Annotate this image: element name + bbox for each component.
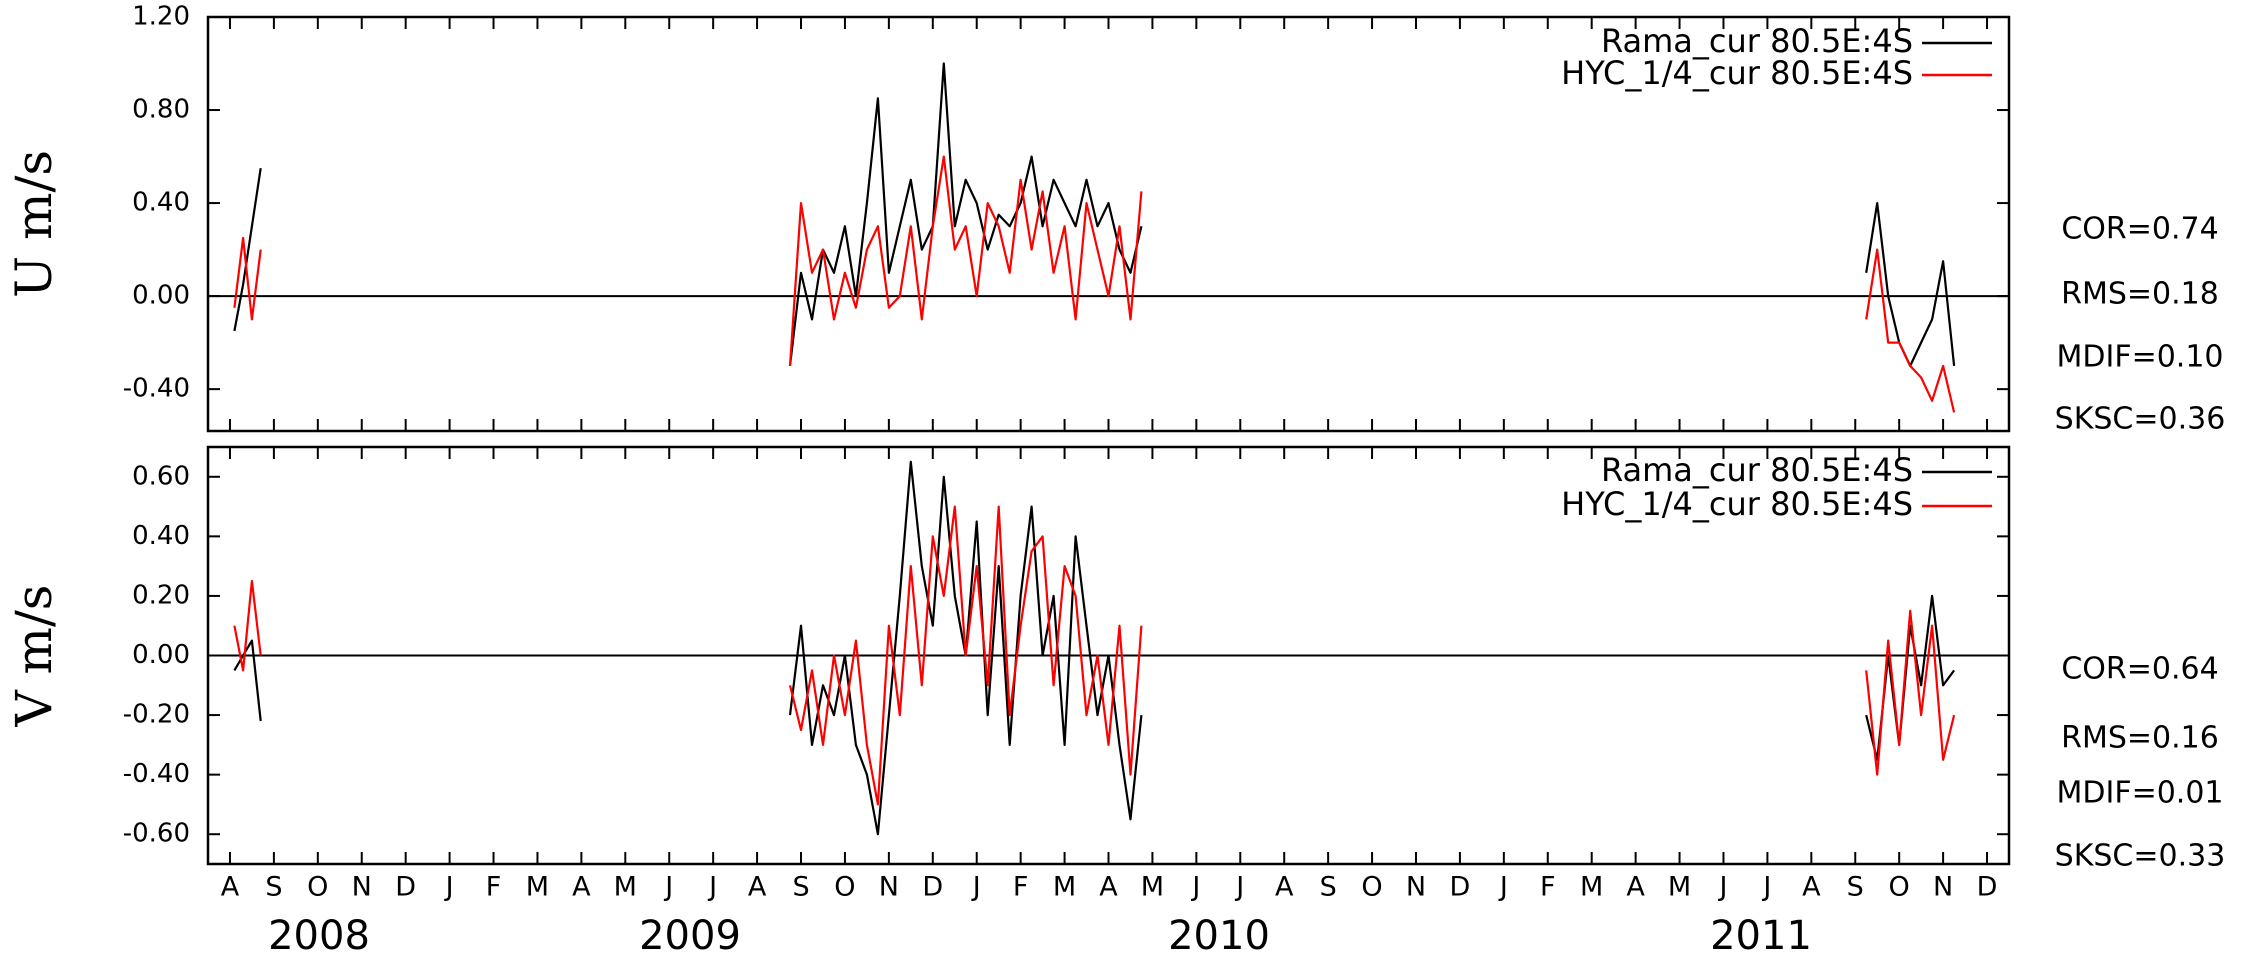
x-tick-label: A [1626, 872, 1645, 903]
x-tick-label: F [1540, 872, 1556, 903]
legend-label: Rama_cur 80.5E:4S [1601, 22, 1913, 60]
x-tick-label: J [1234, 872, 1244, 903]
y-axis-label: U m/s [5, 150, 63, 298]
legend-label: HYC_1/4_cur 80.5E:4S [1561, 485, 1913, 523]
x-tick-label: D [1450, 872, 1471, 903]
x-tick-label: M [1668, 872, 1691, 903]
x-tick-label: M [1141, 872, 1164, 903]
y-tick-label: -0.20 [123, 700, 190, 730]
x-tick-label: M [614, 872, 637, 903]
x-tick-label: O [307, 872, 328, 903]
x-tick-label: S [792, 872, 809, 903]
data-line [233, 62, 1956, 367]
stat-annotation: COR=0.74 [2061, 212, 2218, 247]
x-tick-label: F [486, 872, 502, 903]
x-tick-label: J [444, 872, 454, 903]
stat-annotation: MDIF=0.10 [2056, 340, 2223, 375]
x-tick-label: M [1053, 872, 1076, 903]
x-tick-label: J [1761, 872, 1771, 903]
stat-annotation: MDIF=0.01 [2056, 776, 2223, 811]
x-tick-label: S [265, 872, 282, 903]
y-axis-label: V m/s [5, 585, 63, 728]
x-tick-label: N [1933, 872, 1953, 903]
x-tick-label: A [748, 872, 767, 903]
x-tick-label: M [1580, 872, 1603, 903]
x-tick-label: J [1717, 872, 1727, 903]
y-tick-label: -0.40 [123, 374, 190, 404]
stat-annotation: RMS=0.16 [2061, 721, 2219, 756]
x-tick-label: D [1977, 872, 1998, 903]
x-tick-label: O [1889, 872, 1910, 903]
stat-annotation: COR=0.64 [2061, 652, 2218, 687]
x-tick-label: N [879, 872, 899, 903]
year-label: 2010 [1168, 913, 1270, 957]
x-tick-label: J [663, 872, 673, 903]
data-line [233, 155, 1956, 413]
y-tick-label: 0.60 [132, 461, 190, 491]
x-tick-label: A [572, 872, 591, 903]
x-tick-label: J [1498, 872, 1508, 903]
x-tick-label: S [1320, 872, 1337, 903]
x-tick-label: A [1275, 872, 1294, 903]
x-tick-label: N [1406, 872, 1426, 903]
y-tick-label: 1.20 [132, 2, 190, 32]
x-tick-label: J [707, 872, 717, 903]
y-tick-label: -0.60 [123, 819, 190, 849]
legend-label: Rama_cur 80.5E:4S [1601, 451, 1913, 489]
x-tick-label: A [221, 872, 240, 903]
year-label: 2011 [1710, 913, 1812, 957]
stat-annotation: RMS=0.18 [2061, 277, 2219, 312]
y-tick-label: 0.00 [132, 640, 190, 670]
x-tick-label: O [1361, 872, 1382, 903]
y-tick-label: -0.40 [123, 759, 190, 789]
legend-label: HYC_1/4_cur 80.5E:4S [1561, 54, 1913, 92]
x-tick-label: J [971, 872, 981, 903]
x-tick-label: A [1099, 872, 1118, 903]
x-tick-label: D [395, 872, 416, 903]
stat-annotation: SKSC=0.33 [2055, 839, 2226, 874]
y-tick-label: 0.00 [132, 281, 190, 311]
year-label: 2009 [639, 913, 741, 957]
x-tick-label: A [1802, 872, 1821, 903]
x-tick-label: F [1013, 872, 1029, 903]
y-tick-label: 0.40 [132, 188, 190, 218]
year-label: 2008 [268, 913, 370, 957]
y-tick-label: 0.80 [132, 95, 190, 125]
x-tick-label: N [352, 872, 372, 903]
x-tick-label: M [526, 872, 549, 903]
x-tick-label: S [1847, 872, 1864, 903]
y-tick-label: 0.40 [132, 521, 190, 551]
data-line [233, 505, 1956, 806]
stat-annotation: SKSC=0.36 [2055, 402, 2226, 437]
x-tick-label: J [1190, 872, 1200, 903]
y-tick-label: 0.20 [132, 580, 190, 610]
x-tick-label: D [922, 872, 943, 903]
x-tick-label: O [834, 872, 855, 903]
